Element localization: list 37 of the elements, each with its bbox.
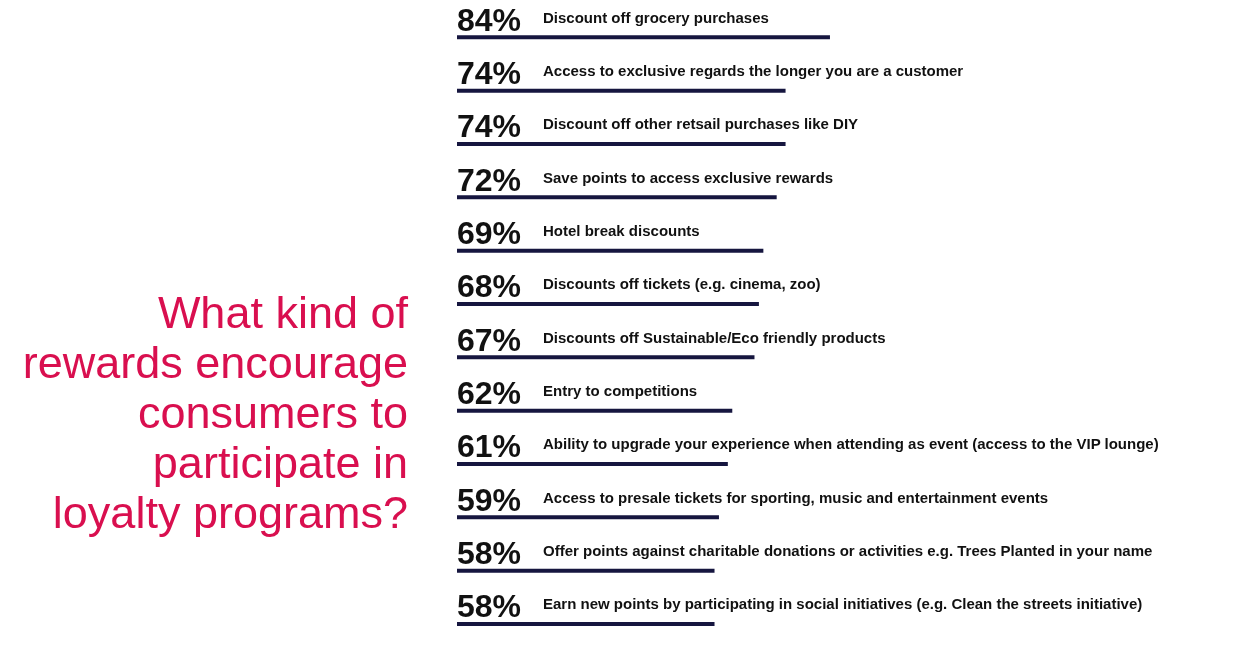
data-label: 62% xyxy=(457,375,522,411)
bar xyxy=(457,408,733,413)
data-label: 74% xyxy=(457,55,522,91)
bar xyxy=(457,195,777,200)
bar xyxy=(457,35,830,40)
data-label: 84% xyxy=(457,1,522,38)
y-tick-label: Ability to upgrade your experience when attending as event (access to the VIP lounge) xyxy=(543,435,1159,453)
data-label: 61% xyxy=(457,428,522,465)
y-tick-label: Offer points against charitable donations or activities e.g. Trees Planted in your name xyxy=(543,542,1153,559)
y-tick-label: Earn new points by participating in social initiatives (e.g. Clean the streets initiative) xyxy=(543,595,1143,613)
y-tick-label: Hotel break discounts xyxy=(543,222,700,239)
y-tick-label: Discount off other retsail purchases like DIY xyxy=(543,115,859,133)
y-tick-label: Access to presale tickets for sporting, music and entertainment events xyxy=(543,488,1049,506)
data-label: 58% xyxy=(457,535,522,571)
bar xyxy=(457,248,764,253)
y-tick-label: Discount off grocery purchases xyxy=(543,8,769,26)
bar xyxy=(457,355,755,360)
data-label: 59% xyxy=(457,481,522,518)
y-tick-label: Discounts off Sustainable/Eco friendly products xyxy=(543,328,886,346)
bar xyxy=(457,568,715,573)
data-label: 67% xyxy=(457,321,522,358)
y-tick-label: Access to exclusive regards the longer you are a customer xyxy=(543,62,964,79)
y-tick-label: Discounts off tickets (e.g. cinema, zoo) xyxy=(543,275,821,293)
bar xyxy=(457,88,786,93)
bar xyxy=(457,142,786,146)
bar xyxy=(457,622,715,626)
bar xyxy=(457,302,759,306)
y-tick-label: Save points to access exclusive rewards xyxy=(543,168,834,186)
y-tick-label: Entry to competitions xyxy=(543,382,698,399)
data-label: 69% xyxy=(457,215,522,251)
data-label: 68% xyxy=(457,268,522,305)
data-label: 58% xyxy=(457,588,522,625)
data-label: 74% xyxy=(457,108,522,145)
bar xyxy=(457,515,719,520)
data-label: 72% xyxy=(457,161,522,198)
bar xyxy=(457,462,728,466)
text: What kind of rewards encourage consumers to participate in loyalty programs? xyxy=(22,287,409,538)
